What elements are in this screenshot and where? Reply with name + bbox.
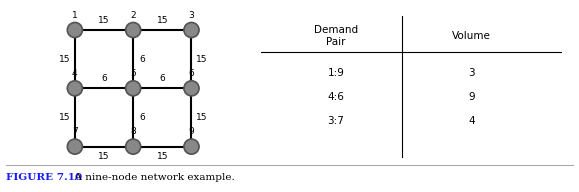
Text: 3:7: 3:7 [327, 116, 345, 126]
Text: 15: 15 [196, 113, 208, 122]
Text: 8: 8 [130, 127, 136, 136]
Text: 6: 6 [189, 69, 195, 78]
Text: 15: 15 [58, 55, 70, 64]
Circle shape [127, 24, 139, 36]
Circle shape [69, 82, 81, 94]
Text: 4: 4 [468, 116, 475, 126]
Circle shape [126, 22, 141, 38]
Text: 15: 15 [156, 152, 168, 161]
Text: 15: 15 [98, 152, 110, 161]
Text: 15: 15 [156, 16, 168, 25]
Text: 6: 6 [139, 55, 145, 64]
Text: 3: 3 [468, 68, 475, 78]
Text: 1:9: 1:9 [327, 68, 345, 78]
Text: 1: 1 [72, 11, 78, 20]
Text: Volume: Volume [452, 31, 491, 41]
Circle shape [184, 22, 199, 38]
Circle shape [185, 141, 197, 153]
Circle shape [67, 139, 83, 154]
Text: 9: 9 [468, 92, 475, 102]
Text: 6: 6 [101, 74, 107, 83]
Circle shape [126, 81, 141, 96]
Circle shape [126, 139, 141, 154]
Text: 4:6: 4:6 [327, 92, 345, 102]
Circle shape [185, 24, 197, 36]
Circle shape [185, 82, 197, 94]
Text: FIGURE 7.10: FIGURE 7.10 [6, 173, 82, 182]
Text: 9: 9 [189, 127, 195, 136]
Circle shape [127, 141, 139, 153]
Text: 7: 7 [72, 127, 78, 136]
Text: Demand
Pair: Demand Pair [314, 25, 358, 47]
Text: 15: 15 [196, 55, 208, 64]
Text: 6: 6 [159, 74, 165, 83]
Circle shape [67, 22, 83, 38]
Text: A nine-node network example.: A nine-node network example. [68, 173, 235, 182]
Circle shape [67, 81, 83, 96]
Circle shape [184, 139, 199, 154]
Text: 15: 15 [58, 113, 70, 122]
Text: 2: 2 [130, 11, 136, 20]
Text: 4: 4 [72, 69, 78, 78]
Circle shape [127, 82, 139, 94]
Circle shape [69, 141, 81, 153]
Circle shape [184, 81, 199, 96]
Circle shape [69, 24, 81, 36]
Text: 5: 5 [130, 69, 136, 78]
Text: 6: 6 [139, 113, 145, 122]
Text: 3: 3 [189, 11, 195, 20]
Text: 15: 15 [98, 16, 110, 25]
